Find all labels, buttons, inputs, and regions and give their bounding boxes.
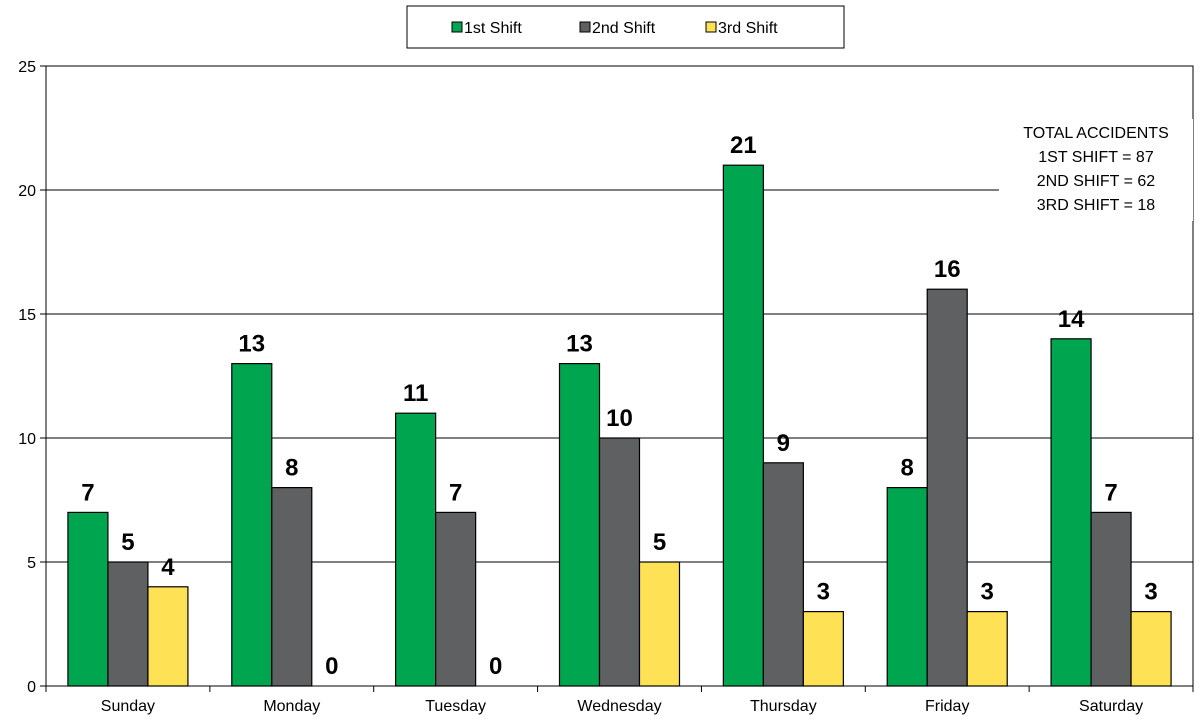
x-category-label: Tuesday bbox=[425, 698, 486, 715]
bar-2nd-shift bbox=[435, 511, 477, 687]
legend-label: 3rd Shift bbox=[718, 20, 778, 37]
bar-3rd-shift bbox=[147, 586, 189, 687]
x-category-label: Wednesday bbox=[577, 698, 661, 715]
bar-3rd-shift bbox=[638, 561, 681, 687]
x-category-label: Thursday bbox=[750, 698, 817, 715]
data-label: 11 bbox=[403, 380, 428, 407]
annotation-box bbox=[999, 119, 1193, 221]
bar-1st-shift bbox=[67, 511, 109, 687]
bar-1st-shift bbox=[231, 363, 273, 687]
bar-3rd-shift bbox=[802, 610, 844, 687]
legend-swatch bbox=[451, 21, 463, 33]
bar-2nd-shift bbox=[107, 561, 149, 687]
legend-swatch bbox=[579, 21, 591, 33]
y-tick-label: 0 bbox=[27, 679, 36, 696]
data-label: 0 bbox=[325, 653, 338, 680]
data-label: 3 bbox=[981, 579, 994, 606]
bar-1st-shift bbox=[558, 363, 601, 687]
x-category-label: Saturday bbox=[1079, 698, 1143, 715]
x-category-label: Monday bbox=[263, 698, 320, 715]
bar-3rd-shift bbox=[1130, 610, 1172, 687]
legend-swatch bbox=[705, 21, 717, 33]
data-label: 10 bbox=[606, 405, 633, 432]
bar-2nd-shift bbox=[271, 487, 313, 687]
legend-label: 1st Shift bbox=[464, 20, 522, 37]
annotation-line: TOTAL ACCIDENTS bbox=[1023, 125, 1169, 142]
data-label: 7 bbox=[81, 479, 94, 506]
y-tick-label: 25 bbox=[18, 59, 36, 76]
data-label: 4 bbox=[161, 554, 175, 581]
bar-1st-shift bbox=[886, 487, 928, 687]
bar-1st-shift bbox=[395, 412, 437, 687]
bar-3rd-shift bbox=[966, 610, 1008, 687]
data-label: 8 bbox=[285, 455, 298, 482]
data-label: 8 bbox=[901, 455, 914, 482]
y-tick-label: 10 bbox=[18, 431, 36, 448]
data-label: 13 bbox=[238, 331, 265, 358]
legend-label: 2nd Shift bbox=[592, 20, 656, 37]
y-tick-label: 15 bbox=[18, 307, 36, 324]
bar-2nd-shift bbox=[926, 288, 968, 687]
y-tick-label: 20 bbox=[18, 183, 36, 200]
bar-1st-shift bbox=[1050, 338, 1092, 687]
data-label: 0 bbox=[489, 653, 502, 680]
legend-box bbox=[406, 5, 845, 49]
data-label: 9 bbox=[777, 430, 790, 457]
bar-2nd-shift bbox=[762, 462, 804, 687]
x-category-label: Friday bbox=[925, 698, 969, 715]
data-label: 5 bbox=[653, 529, 666, 556]
annotation-line: 3RD SHIFT = 18 bbox=[1037, 197, 1156, 214]
data-label: 7 bbox=[1104, 479, 1117, 506]
annotation-line: 1ST SHIFT = 87 bbox=[1038, 149, 1154, 166]
bar-2nd-shift bbox=[1090, 511, 1132, 687]
data-label: 3 bbox=[1144, 579, 1157, 606]
data-label: 13 bbox=[566, 331, 593, 358]
data-label: 7 bbox=[449, 479, 462, 506]
data-label: 14 bbox=[1058, 306, 1085, 333]
bar-1st-shift bbox=[722, 164, 764, 687]
x-category-label: Sunday bbox=[101, 698, 155, 715]
bar-2nd-shift bbox=[598, 437, 641, 687]
y-tick-label: 5 bbox=[27, 555, 36, 572]
data-label: 21 bbox=[730, 132, 757, 159]
data-label: 3 bbox=[817, 579, 830, 606]
data-label: 5 bbox=[121, 529, 134, 556]
data-label: 16 bbox=[934, 256, 961, 283]
annotation-line: 2ND SHIFT = 62 bbox=[1037, 173, 1156, 190]
